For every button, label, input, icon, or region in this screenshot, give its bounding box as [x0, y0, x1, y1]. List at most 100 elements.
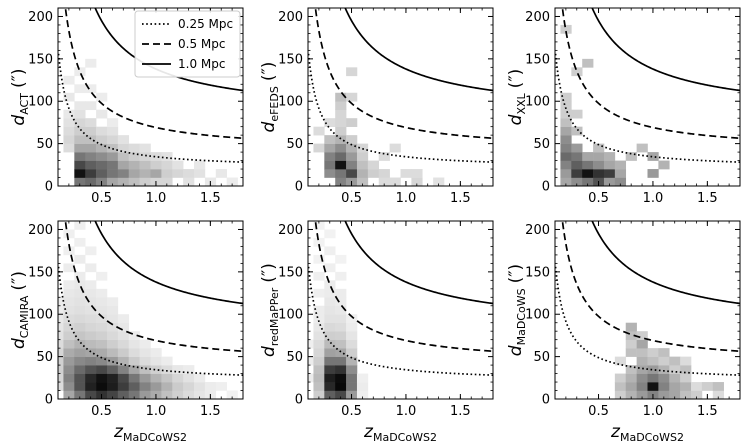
- heatmap-cell: [106, 152, 119, 161]
- heatmap-cell: [647, 365, 659, 374]
- curve-dotted: [58, 53, 243, 163]
- heatmap-cell: [96, 271, 108, 281]
- heatmap-cell: [63, 75, 75, 85]
- heatmap-cell: [324, 229, 336, 239]
- heatmap-cell: [85, 263, 97, 273]
- heatmap-cell: [625, 390, 637, 399]
- heatmap-cell: [560, 101, 572, 111]
- heatmap-cell: [400, 169, 412, 178]
- heatmap-cell: [324, 297, 336, 307]
- heatmap-cell: [658, 356, 670, 366]
- heatmap-cells: [313, 67, 445, 186]
- heatmap-cell: [571, 160, 583, 170]
- heatmap-cell: [161, 177, 173, 186]
- heatmap-cell: [63, 109, 75, 119]
- heatmap-cell: [128, 382, 140, 391]
- heatmap-cell: [74, 373, 86, 383]
- heatmap-cell: [324, 135, 336, 144]
- heatmap-cell: [58, 339, 64, 349]
- heatmap-cell: [346, 67, 358, 77]
- heatmap-cell: [560, 24, 572, 34]
- y-tick-label: 0: [542, 393, 550, 408]
- heatmap-cell: [74, 288, 86, 298]
- y-axis-title: dXXL (″): [506, 69, 528, 126]
- heatmap-cell: [128, 160, 140, 170]
- heatmap-cell: [636, 382, 648, 391]
- heatmap-cell: [74, 84, 86, 94]
- heatmap-cell: [74, 390, 86, 399]
- heatmap-cell: [85, 177, 97, 186]
- heatmap-cell: [335, 305, 347, 315]
- heatmap-cell: [58, 331, 64, 340]
- heatmap-cell: [106, 297, 119, 307]
- heatmap-cell: [58, 373, 64, 383]
- heatmap-cell: [571, 143, 583, 153]
- heatmap-cell: [194, 160, 206, 170]
- heatmap-cell: [161, 373, 173, 383]
- heatmap-cell: [96, 160, 108, 170]
- heatmap-cell: [139, 382, 151, 391]
- heatmap-cell: [335, 271, 347, 281]
- heatmap-cell: [658, 373, 670, 383]
- x-axis-subscript: MaDCoWS2: [123, 431, 187, 443]
- heatmap-cell: [128, 152, 140, 161]
- heatmap-cell: [636, 356, 648, 366]
- heatmap-cell: [106, 373, 119, 383]
- heatmap-cell: [128, 373, 140, 383]
- heatmap-cell: [603, 177, 616, 186]
- heatmap-cell: [63, 126, 75, 136]
- heatmap-cell: [63, 365, 75, 374]
- axes-frame: [554, 220, 741, 400]
- y-tick-label: 200: [278, 223, 303, 238]
- legend-label: 0.5 Mpc: [178, 37, 225, 51]
- heatmap-cell: [74, 135, 86, 144]
- heatmap-cell: [571, 169, 583, 178]
- heatmap-cell: [411, 177, 423, 186]
- heatmap-cell: [313, 314, 325, 324]
- y-axis-subscript: eFEDS: [268, 86, 281, 122]
- curve-dashed: [64, 221, 243, 353]
- heatmap-cell: [712, 390, 724, 399]
- heatmap-cell: [85, 152, 97, 161]
- heatmap-cell: [150, 365, 162, 374]
- heatmap-cell: [324, 331, 336, 340]
- heatmap-cell: [85, 143, 97, 153]
- heatmap-cell: [313, 339, 325, 349]
- heatmap-cell: [74, 348, 86, 357]
- heatmap-cell: [335, 314, 347, 324]
- heatmap-cell: [614, 160, 627, 170]
- heatmap-cell: [85, 331, 97, 340]
- heatmap-cell: [625, 152, 637, 161]
- heatmap-cell: [346, 373, 358, 383]
- heatmap-cell: [74, 237, 86, 247]
- heatmap-cell: [139, 373, 151, 383]
- heatmap-cell: [150, 348, 162, 357]
- heatmap-cell: [324, 160, 336, 170]
- x-tick-label: 0.5: [91, 191, 112, 206]
- y-tick-label: 100: [278, 308, 303, 323]
- heatmap-cell: [324, 348, 336, 357]
- heatmap-cell: [106, 365, 119, 374]
- heatmap-cell: [74, 365, 86, 374]
- heatmap-cell: [356, 382, 369, 391]
- heatmap-cell: [96, 339, 108, 349]
- heatmap-cell: [324, 390, 336, 399]
- heatmap-cell: [378, 152, 390, 161]
- heatmap-cell: [85, 297, 97, 307]
- heatmap-cell: [85, 314, 97, 324]
- curve-dashed: [314, 221, 493, 353]
- heatmap-cell: [63, 288, 75, 298]
- y-tick-label: 150: [28, 52, 53, 67]
- heatmap-cell: [74, 177, 86, 186]
- heatmap-cell: [378, 169, 390, 178]
- heatmap-cell: [571, 177, 583, 186]
- heatmap-cell: [96, 169, 108, 178]
- heatmap-cell: [150, 373, 162, 383]
- heatmap-cell: [63, 118, 75, 127]
- heatmap-cell: [647, 348, 659, 357]
- heatmap-cell: [614, 390, 627, 399]
- x-tick-label: 0.5: [588, 404, 609, 419]
- heatmap-cell: [106, 331, 119, 340]
- heatmap-cell: [669, 390, 681, 399]
- heatmap-cell: [85, 118, 97, 127]
